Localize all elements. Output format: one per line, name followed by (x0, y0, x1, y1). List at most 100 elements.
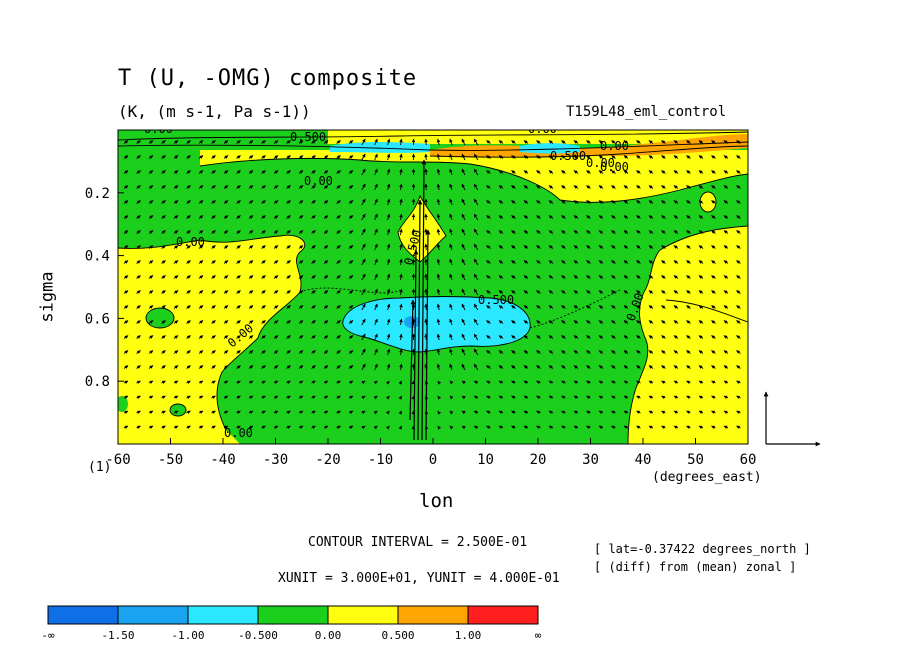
wind-vector (198, 245, 204, 249)
wind-vector (598, 395, 604, 400)
wind-vector (561, 155, 566, 159)
wind-vector (361, 410, 366, 415)
wind-vector (723, 275, 729, 279)
wind-vector (436, 168, 441, 176)
wind-vector (611, 410, 616, 415)
wind-vector (211, 365, 216, 369)
wind-vector (336, 245, 341, 249)
wind-vector (536, 410, 541, 415)
wind-vector (161, 410, 166, 415)
wind-vector (374, 333, 378, 341)
wind-vector (223, 410, 229, 415)
wind-vector (198, 350, 204, 354)
wind-vector (198, 290, 204, 294)
wind-vector (498, 170, 504, 174)
wind-vector (548, 350, 554, 354)
wind-vector (636, 245, 641, 249)
wind-vector (736, 260, 741, 264)
wind-vector (486, 380, 491, 385)
wind-vector (261, 335, 266, 339)
wind-vector (711, 320, 716, 324)
wind-vector (623, 380, 629, 385)
wind-vector (648, 230, 654, 234)
wind-vector (698, 425, 704, 430)
wind-vector (298, 200, 304, 204)
wind-vector (486, 245, 491, 249)
wind-vector (136, 170, 141, 174)
wind-vector (173, 350, 179, 354)
wind-vector (673, 215, 679, 219)
wind-vector (336, 350, 341, 354)
wind-vector (698, 365, 704, 369)
wind-vector (374, 153, 378, 161)
wind-vector (161, 305, 166, 309)
wind-vector (573, 200, 579, 204)
wind-vector (273, 185, 279, 189)
wind-vector (437, 380, 442, 385)
wind-vector (523, 350, 529, 354)
wind-vector (598, 140, 604, 144)
wind-vector (236, 410, 241, 415)
wind-vector (298, 320, 304, 324)
wind-vector (348, 380, 354, 385)
wind-vector (148, 140, 154, 144)
wind-vector (736, 200, 741, 204)
wind-vector (598, 275, 604, 279)
wind-vector (698, 170, 704, 174)
wind-vector (473, 198, 479, 206)
wind-vector (186, 260, 191, 264)
wind-vector (573, 380, 579, 385)
wind-vector (723, 425, 729, 430)
wind-vector (361, 303, 366, 311)
wind-vector (336, 170, 341, 174)
wind-vector (636, 395, 641, 400)
colorbar-bin (327, 605, 399, 625)
wind-vector (736, 230, 741, 234)
wind-vector (673, 185, 679, 189)
wind-vector (723, 200, 729, 204)
wind-vector (186, 155, 191, 159)
colorbar-label: 0.00 (315, 629, 342, 642)
wind-vector (523, 290, 529, 294)
wind-vector (636, 335, 641, 339)
wind-vector (424, 243, 428, 251)
wind-vector (536, 395, 541, 400)
wind-vector (736, 275, 741, 279)
wind-vector (661, 185, 666, 189)
contour-line-6 (118, 131, 748, 141)
wind-vector (286, 215, 291, 219)
wind-vector (348, 320, 354, 324)
wind-vector (323, 260, 329, 264)
wind-vector (686, 170, 691, 174)
wind-vector (273, 155, 279, 159)
wind-vector (123, 395, 129, 400)
wind-vector (286, 170, 291, 174)
x-tick-label: 30 (582, 452, 599, 468)
wind-vector (598, 380, 604, 385)
wind-vector (424, 168, 428, 176)
wind-vector (348, 275, 354, 279)
wind-vector (399, 183, 403, 191)
wind-vector (261, 350, 266, 354)
wind-vector (148, 185, 154, 189)
wind-vector (623, 230, 629, 234)
wind-vector (161, 230, 166, 234)
wind-vector (611, 425, 616, 430)
wind-vector (148, 215, 154, 219)
wind-vector (273, 215, 279, 219)
wind-vector (161, 350, 166, 354)
colorbar-label: -∞ (41, 629, 55, 642)
wind-vector (286, 305, 291, 309)
wind-vector (598, 365, 604, 369)
wind-vector (548, 185, 554, 189)
wind-vector (548, 290, 554, 294)
wind-vector (399, 333, 403, 341)
contour-label: 0.00 (144, 122, 173, 136)
wind-vector (711, 215, 716, 219)
wind-vector (536, 230, 541, 234)
contour-label: 0.00 (176, 235, 205, 249)
wind-vector (636, 170, 641, 174)
wind-vector (486, 365, 491, 369)
wind-vector (449, 228, 453, 236)
wind-vector (248, 185, 254, 189)
